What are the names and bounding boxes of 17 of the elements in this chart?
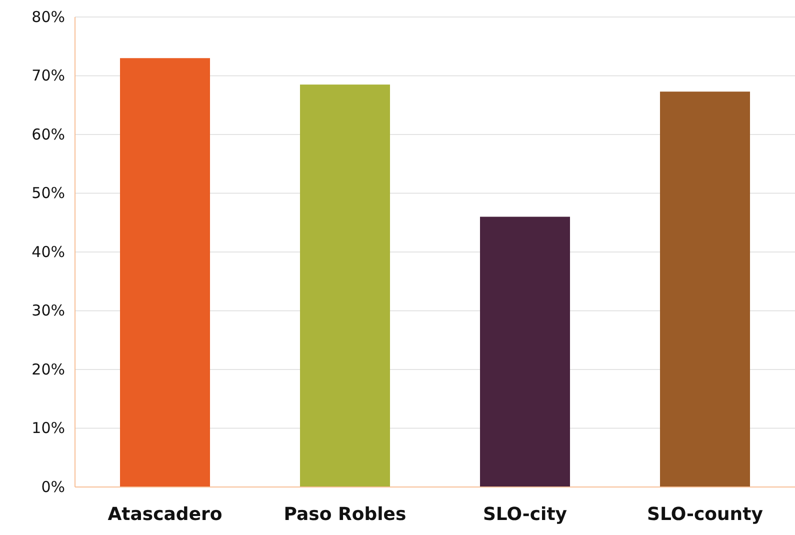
y-tick-label: 50% [32,184,65,202]
y-tick-label: 40% [32,242,65,261]
bar [120,58,210,487]
x-tick-label: SLO-city [482,504,568,525]
y-tick-label: 30% [32,302,65,320]
bar [480,216,570,487]
x-tick-label: Atascadero [108,504,222,525]
bar [660,92,750,487]
y-tick-label: 20% [32,360,65,378]
x-tick-label: SLO-county [647,504,764,525]
y-tick-label: 70% [32,66,65,85]
y-tick-label: 10% [32,419,65,438]
bar [300,84,390,487]
y-tick-label: 80% [32,8,65,26]
y-tick-label: 0% [41,478,65,496]
y-tick-label: 60% [32,125,65,144]
x-tick-label: Paso Robles [284,504,406,525]
